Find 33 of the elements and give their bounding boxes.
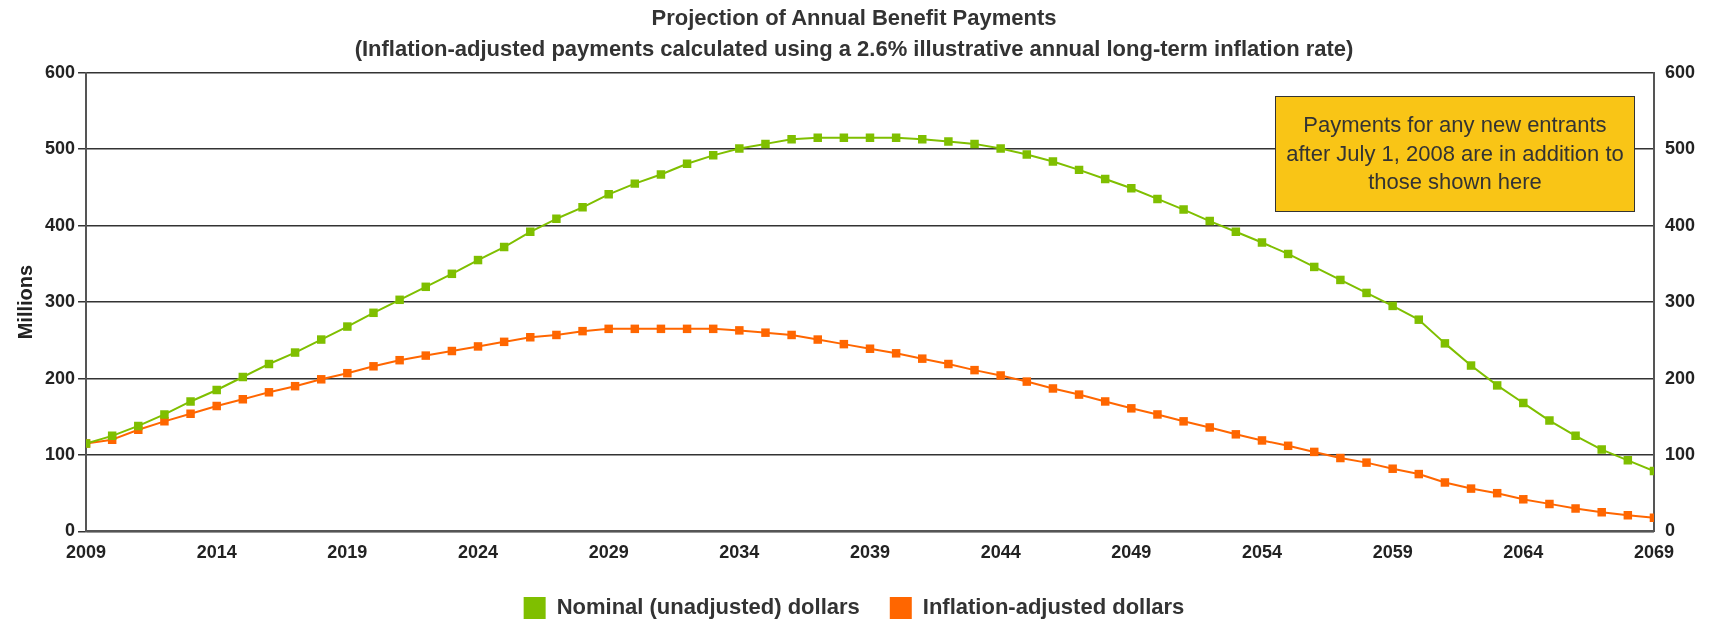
y2-tick-label: 400 <box>1664 214 1696 235</box>
x-tick-label: 2029 <box>588 542 629 563</box>
x-tick-label: 2014 <box>196 542 237 563</box>
y-tick-label: 300 <box>44 291 76 312</box>
x-tick-label: 2034 <box>719 542 760 563</box>
y-tick-label: 400 <box>44 214 76 235</box>
y-tick-label: 100 <box>44 443 76 464</box>
legend-label: Inflation-adjusted dollars <box>922 594 1185 620</box>
x-tick-label: 2024 <box>457 542 499 563</box>
y2-tick-label: 300 <box>1664 291 1696 312</box>
x-tick-label: 2009 <box>66 542 107 563</box>
x-tick-label: 2054 <box>1241 542 1283 563</box>
legend-label: Nominal (unadjusted) dollars <box>556 594 860 620</box>
x-tick-label: 2019 <box>327 542 368 563</box>
y-tick-label: 0 <box>65 520 76 541</box>
x-tick-label: 2044 <box>980 542 1021 563</box>
chart-title: Projection of Annual Benefit Payments <box>651 5 1057 31</box>
x-tick-label: 2069 <box>1633 542 1674 563</box>
y-tick-label: 200 <box>44 367 76 388</box>
chart-subtitle: (Inflation-adjusted payments calculated using a 2.6% illustrative annual long-term inflation rate) <box>354 35 1354 61</box>
y-tick-label: 500 <box>44 138 76 159</box>
y2-tick-label: 0 <box>1664 520 1675 541</box>
y-tick-label: 600 <box>44 61 76 82</box>
x-tick-label: 2059 <box>1372 542 1413 563</box>
annotation: Payments for any new entrants after July 1, 2008 are in addition to those shown here <box>1275 96 1635 212</box>
y-axis-title: Millions <box>13 264 36 340</box>
y2-tick-label: 100 <box>1664 443 1696 464</box>
x-tick-label: 2049 <box>1111 542 1152 563</box>
y2-tick-label: 500 <box>1664 138 1696 159</box>
x-tick-label: 2064 <box>1503 542 1544 563</box>
y2-tick-label: 600 <box>1664 61 1696 82</box>
y2-tick-label: 200 <box>1664 367 1696 388</box>
x-tick-label: 2039 <box>849 542 891 563</box>
